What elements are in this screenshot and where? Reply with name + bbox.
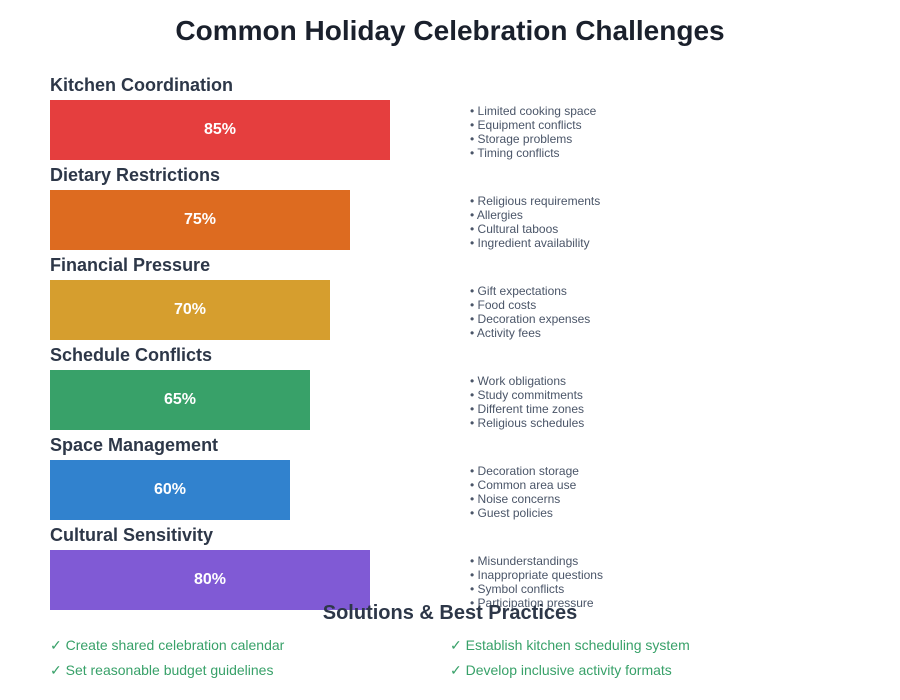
challenge-bar: 85% [50,100,390,160]
challenge-detail-item: • Decoration expenses [470,312,591,326]
challenge-label: Schedule Conflicts [50,345,213,365]
challenge-row: Financial Pressure 70% • Gift expectations… [50,254,850,344]
challenge-detail-item: • Study commitments [470,388,583,402]
challenge-label: Cultural Sensitivity [50,525,214,545]
challenge-detail-item: • Equipment conflicts [470,118,582,132]
challenge-detail-item: • Misunderstandings [470,554,579,568]
bar-value-label: 65% [163,391,197,408]
challenge-detail-item: • Symbol conflicts [470,582,565,596]
challenge-detail-item: • Noise concerns [470,492,561,506]
challenge-detail-item: • Allergies [470,208,523,222]
challenge-detail-item: • Religious requirements [470,194,601,208]
challenge-detail-item: • Work obligations [470,374,567,388]
challenge-detail-item: • Timing conflicts [470,146,560,160]
challenge-details-list: • Religious requirements • Allergies • Cul… [470,194,600,250]
challenge-detail-item: • Participation pressure [470,596,594,610]
solution-item: ✓ Develop inclusive activity formats [450,662,672,678]
challenge-label: Space Management [50,435,219,455]
bar-value-label: 85% [203,121,237,138]
challenge-detail-item: • Common area use [470,478,577,492]
challenge-detail-item: • Different time zones [470,402,585,416]
chart-title: Common Holiday Celebration Challenges [175,15,725,46]
challenge-detail-item: • Inappropriate questions [470,568,603,582]
solutions-title: Solutions & Best Practices [322,602,578,624]
challenge-details-list: • Limited cooking space • Equipment confl… [470,104,596,160]
challenge-row: Space Management 60% • Decoration storage •… [50,434,850,524]
challenge-row: Schedule Conflicts 65% • Work obligations •… [50,344,850,434]
challenge-row: Cultural Sensitivity 80% • Misunderstandin… [50,524,850,614]
solution-item: ✓ Set reasonable budget guidelines [50,662,274,678]
challenge-detail-item: • Activity fees [470,326,541,340]
challenge-details-list: • Gift expectations • Food costs • Decorat… [470,284,590,340]
challenge-details-list: • Decoration storage • Common area use • N… [470,464,579,520]
challenge-label: Dietary Restrictions [50,165,221,185]
challenge-detail-item: • Food costs [470,298,537,312]
challenge-label: Financial Pressure [50,255,211,275]
solution-item: ✓ Create shared celebration calendar [50,637,285,653]
challenge-label: Kitchen Coordination [50,75,233,95]
challenge-detail-item: • Limited cooking space [470,104,597,118]
challenge-bar: 75% [50,190,350,250]
challenge-detail-item: • Religious schedules [470,416,585,430]
bar-value-label: 80% [193,571,227,588]
challenge-row: Kitchen Coordination 85% • Limited cooking… [50,74,850,164]
challenge-detail-item: • Decoration storage [470,464,579,478]
bar-value-label: 60% [153,481,187,498]
challenge-bar: 80% [50,550,370,610]
bar-value-label: 70% [173,301,207,318]
challenge-details-list: • Misunderstandings • Inappropriate quest… [470,554,603,610]
challenge-row: Dietary Restrictions 75% • Religious requi… [50,164,850,254]
challenge-bar: 60% [50,460,290,520]
challenge-detail-item: • Storage problems [470,132,573,146]
challenge-details-list: • Work obligations • Study commitments • D… [470,374,584,430]
challenge-detail-item: • Cultural taboos [470,222,559,236]
solution-item: ✓ Establish kitchen scheduling system [450,637,690,653]
bar-value-label: 75% [183,211,217,228]
challenge-bar: 65% [50,370,310,430]
challenge-detail-item: • Gift expectations [470,284,567,298]
challenge-bar: 70% [50,280,330,340]
challenge-detail-item: • Guest policies [470,506,553,520]
challenge-detail-item: • Ingredient availability [470,236,590,250]
